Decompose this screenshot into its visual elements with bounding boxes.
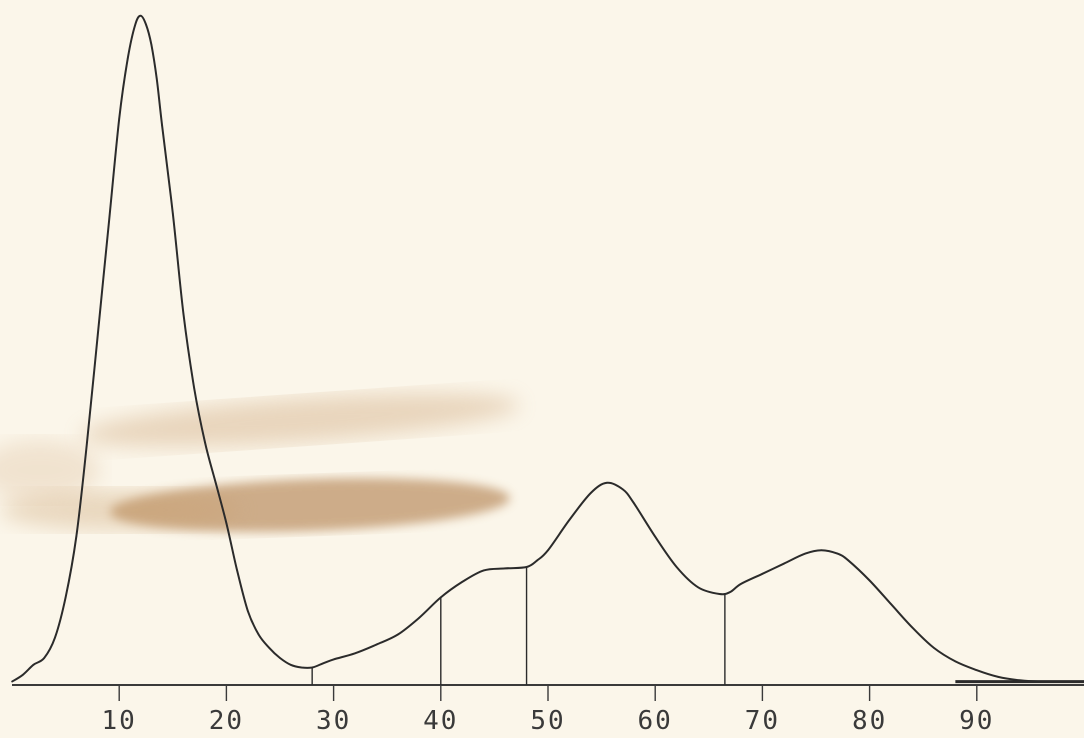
x-tick-label: 90	[959, 706, 994, 736]
trace-point	[268, 647, 271, 649]
trace-point	[247, 610, 249, 612]
trace-point	[311, 666, 313, 669]
stain-left	[0, 440, 100, 500]
trace-point	[622, 488, 624, 491]
trace-point	[145, 23, 147, 26]
trace-point	[418, 616, 421, 619]
trace-point	[193, 387, 196, 390]
trace-point	[118, 118, 120, 120]
x-tick-labels: 10 20 30 40 50 60 70 80 90	[102, 706, 994, 736]
x-tick-label: 50	[530, 706, 565, 736]
trace-point	[697, 586, 699, 589]
trace-point	[32, 663, 35, 666]
trace-point	[547, 549, 549, 551]
trace-point	[375, 643, 378, 646]
x-tick-label: 20	[209, 706, 244, 736]
trace-point	[740, 583, 742, 585]
trace-point	[504, 567, 506, 570]
x-tick-label: 30	[316, 706, 351, 736]
trace-point	[461, 581, 464, 583]
trace-point	[126, 57, 129, 59]
trace-point	[172, 212, 174, 214]
stain-upper	[80, 393, 520, 447]
trace-point	[139, 14, 142, 17]
trace-point	[836, 552, 839, 555]
trace-point	[322, 662, 324, 665]
trace-point	[214, 482, 217, 484]
trace-point	[997, 676, 1000, 678]
x-tick-label: 80	[852, 706, 887, 736]
peak-dividers	[311, 567, 726, 685]
trace-point	[525, 566, 528, 568]
trace-point	[257, 633, 260, 636]
paper-stains	[0, 393, 520, 532]
trace-point	[1040, 680, 1042, 683]
trace-point	[21, 674, 24, 676]
trace-point	[150, 43, 153, 46]
trace-point	[86, 441, 88, 444]
stain-lower-tail	[0, 490, 240, 530]
trace-point	[590, 492, 592, 494]
trace-point	[289, 663, 292, 666]
x-tick-label: 10	[102, 706, 137, 736]
trace-point	[354, 652, 356, 655]
trace-point	[54, 637, 56, 639]
trace-point	[204, 441, 206, 444]
trace-point	[134, 23, 137, 26]
x-tick-label: 40	[423, 706, 458, 736]
trace-point	[729, 591, 732, 593]
trace-point	[1018, 679, 1021, 682]
trace-point	[482, 569, 485, 572]
trace-point	[783, 562, 785, 565]
trace-point	[397, 633, 399, 636]
trace-point	[804, 552, 807, 555]
trace-point	[536, 559, 539, 562]
trace-point	[161, 124, 163, 127]
trace-point	[43, 657, 45, 659]
trace-point	[868, 579, 871, 582]
trace-point	[847, 559, 849, 562]
trace-point	[976, 669, 978, 671]
series-layer	[11, 14, 1084, 684]
trace-point	[11, 680, 13, 683]
trace-point	[632, 502, 635, 504]
trace-point	[890, 603, 892, 605]
trace-point	[820, 549, 823, 551]
trace-point	[332, 658, 335, 661]
x-tick-label: 70	[745, 706, 780, 736]
trace-point	[568, 519, 571, 521]
trace-point	[64, 596, 67, 599]
trace-point	[236, 569, 238, 572]
x-tick-label: 60	[638, 706, 673, 736]
trace-point	[107, 225, 110, 228]
trace-point	[675, 566, 678, 568]
trace-point	[933, 647, 935, 649]
trace-point	[75, 535, 78, 538]
trace-point	[440, 596, 442, 599]
trace-point	[911, 626, 914, 629]
trace-point	[96, 333, 99, 336]
trace-point	[606, 482, 608, 484]
trace-point	[654, 535, 656, 538]
trace-point	[225, 522, 228, 525]
trace-point	[954, 660, 957, 663]
trace-point	[279, 657, 281, 659]
x-axis	[12, 684, 1084, 701]
trace-point	[155, 77, 158, 80]
trace-point	[761, 572, 764, 575]
trace-point	[718, 593, 721, 595]
trace-point	[300, 666, 303, 669]
trace-point	[182, 313, 185, 316]
